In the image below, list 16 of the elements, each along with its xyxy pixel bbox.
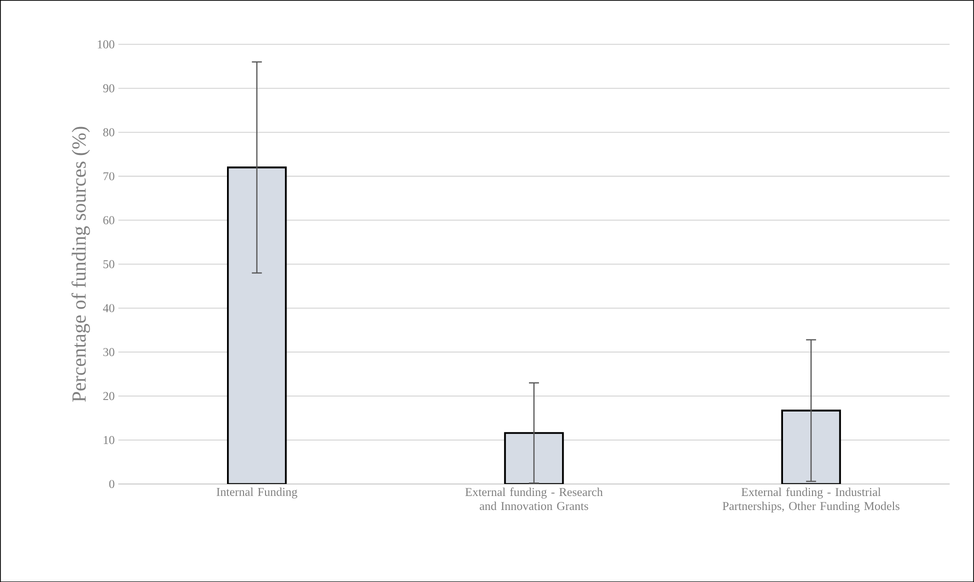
y-tick-label: 20 (103, 392, 114, 400)
y-tick-label: 40 (103, 304, 114, 312)
bar (226, 166, 287, 484)
y-tick-label: 10 (104, 436, 114, 444)
x-tick-label: External funding - Industrial Partnerships, Other Funding Models (722, 487, 900, 512)
y-tick-label: 60 (103, 216, 114, 224)
y-tick-label: 70 (104, 172, 114, 180)
y-tick-label: 90 (103, 84, 114, 92)
y-axis-title: Percentage of funding sources (%) (72, 126, 90, 402)
x-tick-label: External funding - Research and Innovation Grants (465, 487, 603, 510)
y-tick-label: 0 (109, 480, 114, 488)
y-tick-label: 100 (98, 40, 114, 48)
x-tick-label: Internal Funding (216, 487, 298, 498)
y-tick-label: 80 (103, 128, 114, 136)
y-tick-label: 30 (103, 348, 114, 356)
y-tick-label: 50 (103, 260, 114, 268)
